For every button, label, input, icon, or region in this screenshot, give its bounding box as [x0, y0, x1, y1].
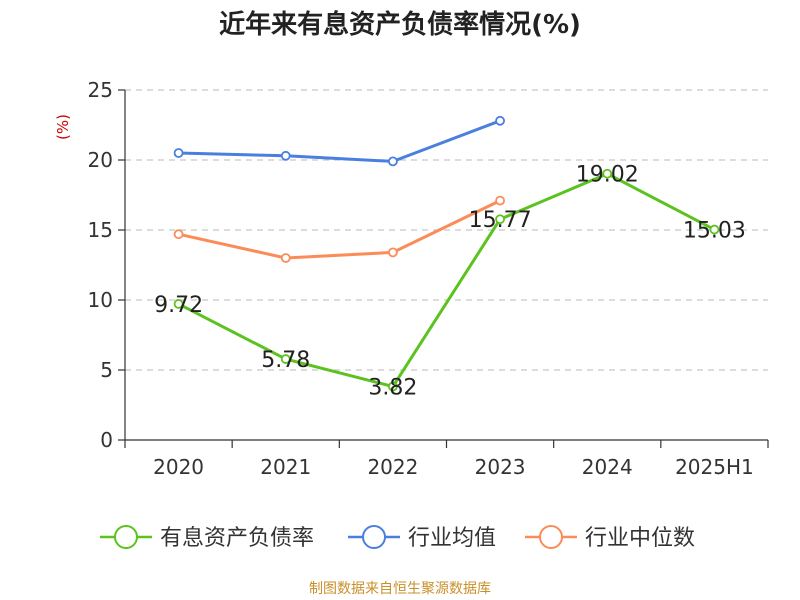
data-point [495, 115, 505, 126]
x-tick-label: 2022 [367, 455, 418, 479]
data-label: 15.03 [683, 219, 746, 244]
data-label: 19.02 [576, 163, 639, 188]
x-tick-label: 2023 [475, 455, 526, 479]
y-tick-labels: 0 5 10 15 20 25 [88, 78, 113, 452]
axes [118, 89, 769, 448]
y-tick-label: 15 [88, 218, 113, 242]
legend-label: 行业均值 [408, 526, 496, 551]
legend-marker [114, 525, 138, 549]
data-point [602, 168, 613, 179]
y-tick-label: 5 [100, 358, 113, 382]
data-labels: 9.72 5.78 3.82 15.77 19.02 15.03 [154, 163, 746, 401]
y-tick-label: 10 [88, 288, 113, 312]
data-point [280, 150, 291, 161]
y-tick-label: 20 [88, 148, 113, 172]
legend-item-1: 有息资产负债率 [100, 525, 314, 551]
data-point [495, 195, 505, 206]
x-tick-label: 2025H1 [675, 455, 754, 479]
data-point [388, 156, 398, 167]
chart-title: 近年来有息资产负债率情况(%) [219, 10, 581, 40]
data-point [495, 214, 505, 225]
data-source-note: 制图数据来自恒生聚源数据库 [309, 581, 491, 597]
data-label: 15.77 [469, 208, 532, 233]
series-lines [173, 115, 720, 392]
legend-item-2: 行业均值 [348, 525, 496, 551]
y-tick-label: 25 [88, 78, 113, 102]
x-tick-label: 2024 [582, 455, 633, 479]
data-point [173, 229, 184, 240]
data-point [709, 224, 720, 235]
data-point [388, 247, 398, 258]
series-line-1 [177, 172, 716, 389]
legend-label: 行业中位数 [585, 526, 695, 551]
grid-lines [125, 89, 768, 371]
y-tick-label: 0 [100, 428, 113, 452]
y-axis-unit: (%) [54, 114, 72, 140]
series-line-3 [178, 199, 501, 260]
legend-label: 有息资产负债率 [160, 526, 314, 551]
x-tick-label: 2020 [153, 455, 204, 479]
data-point [173, 148, 184, 158]
data-label: 5.78 [261, 348, 310, 373]
data-point [280, 354, 291, 364]
legend-marker [539, 525, 563, 549]
legend: 有息资产负债率 行业均值 行业中位数 [100, 525, 695, 551]
data-point [173, 299, 184, 309]
data-point [388, 381, 398, 392]
series-line-2 [178, 119, 501, 163]
x-tick-label: 2021 [260, 455, 311, 479]
legend-item-3: 行业中位数 [525, 525, 695, 551]
data-label: 3.82 [368, 376, 417, 401]
x-tick-labels: 2020 2021 2022 2023 2024 2025H1 [153, 455, 754, 479]
data-label: 9.72 [154, 293, 203, 318]
data-point [280, 253, 291, 263]
legend-marker [362, 525, 386, 549]
